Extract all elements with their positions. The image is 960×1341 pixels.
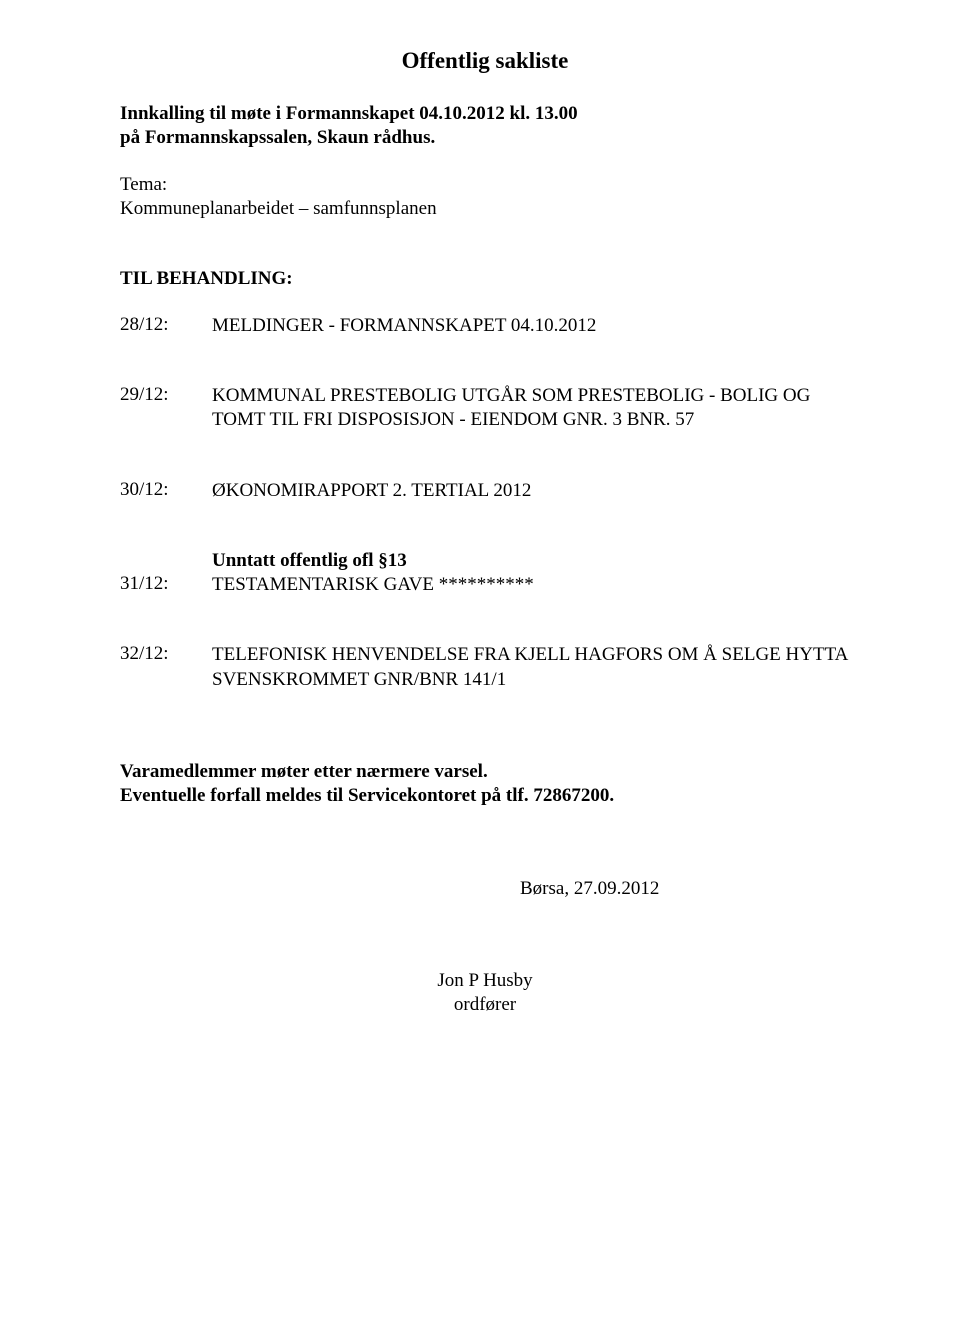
intro-line-2: på Formannskapssalen, Skaun rådhus.	[120, 126, 850, 150]
til-behandling-heading: TIL BEHANDLING:	[120, 267, 850, 291]
agenda-item: 31/12: TESTAMENTARISK GAVE **********	[120, 573, 850, 597]
agenda-item-text: MELDINGER - FORMANNSKAPET 04.10.2012	[212, 314, 850, 338]
document-title: Offentlig sakliste	[120, 48, 850, 74]
agenda-item-pretext: Unntatt offentlig ofl §13	[212, 549, 850, 573]
page: Offentlig sakliste Innkalling til møte i…	[0, 0, 960, 1341]
signature-name: Jon P Husby	[120, 969, 850, 993]
footer-line-2: Eventuelle forfall meldes til Servicekon…	[120, 784, 850, 808]
agenda-item-number: 32/12:	[120, 643, 212, 665]
tema-text: Kommuneplanarbeidet – samfunnsplanen	[120, 197, 850, 221]
place-date: Børsa, 27.09.2012	[120, 877, 850, 901]
agenda-item-text: TELEFONISK HENVENDELSE FRA KJELL HAGFORS…	[212, 643, 850, 692]
agenda-item: 28/12: MELDINGER - FORMANNSKAPET 04.10.2…	[120, 314, 850, 338]
agenda-item-number: 31/12:	[120, 573, 212, 595]
intro-line-1: Innkalling til møte i Formannskapet 04.1…	[120, 102, 850, 126]
agenda-item: 29/12: KOMMUNAL PRESTEBOLIG UTGÅR SOM PR…	[120, 384, 850, 433]
agenda-item: 32/12: TELEFONISK HENVENDELSE FRA KJELL …	[120, 643, 850, 692]
agenda-item: 30/12: ØKONOMIRAPPORT 2. TERTIAL 2012	[120, 479, 850, 503]
agenda-item-text: TESTAMENTARISK GAVE **********	[212, 573, 850, 597]
agenda-item-number: 30/12:	[120, 479, 212, 501]
agenda-item-number: 29/12:	[120, 384, 212, 406]
agenda-item-number: 28/12:	[120, 314, 212, 336]
footer-line-1: Varamedlemmer møter etter nærmere varsel…	[120, 760, 850, 784]
agenda-item: Unntatt offentlig ofl §13	[120, 549, 850, 573]
agenda-item-text: ØKONOMIRAPPORT 2. TERTIAL 2012	[212, 479, 850, 503]
tema-label: Tema:	[120, 173, 850, 197]
signature-role: ordfører	[120, 993, 850, 1017]
agenda-item-text: KOMMUNAL PRESTEBOLIG UTGÅR SOM PRESTEBOL…	[212, 384, 850, 433]
